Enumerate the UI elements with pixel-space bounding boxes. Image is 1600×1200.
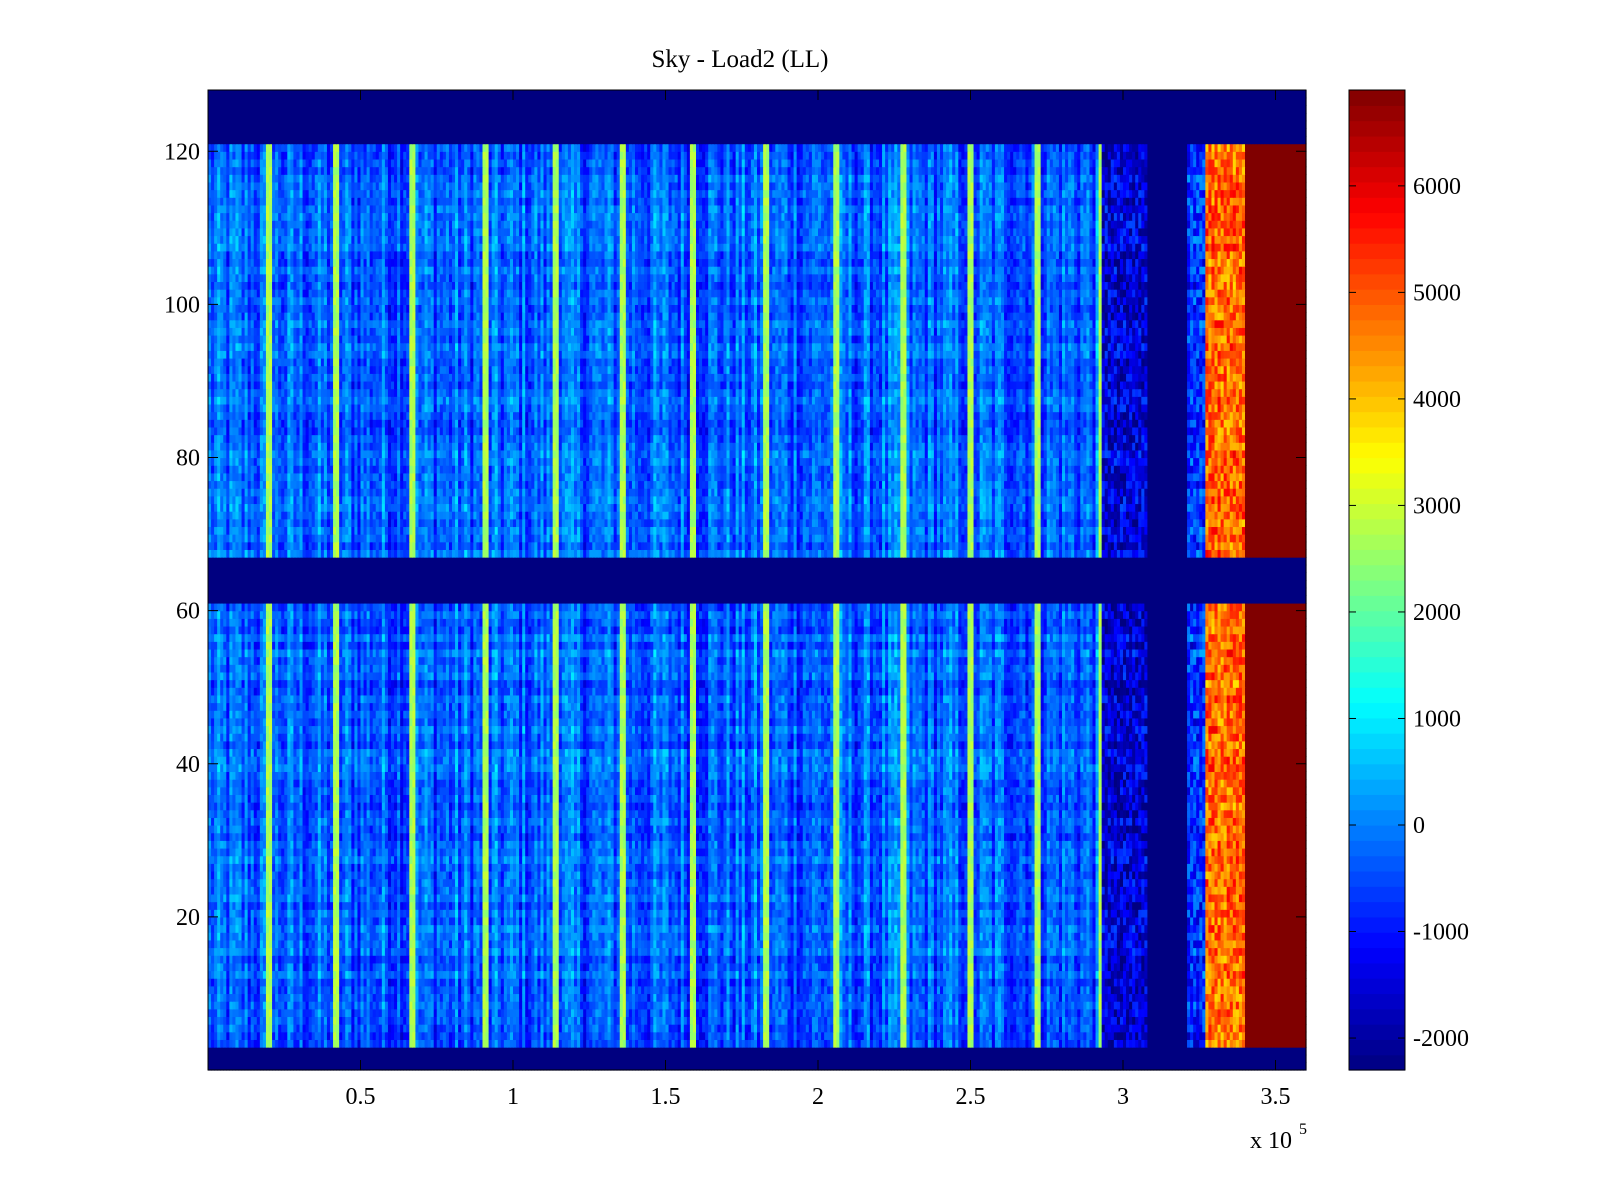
chart-title: Sky - Load2 (LL): [651, 46, 828, 73]
plot-area: [208, 90, 1307, 1071]
heatmap-cells: [208, 90, 1307, 1071]
figure: Sky - Load2 (LL) 0.5 1 1.5 2 2.5 3 3.5 2040608…: [0, 0, 1600, 1200]
